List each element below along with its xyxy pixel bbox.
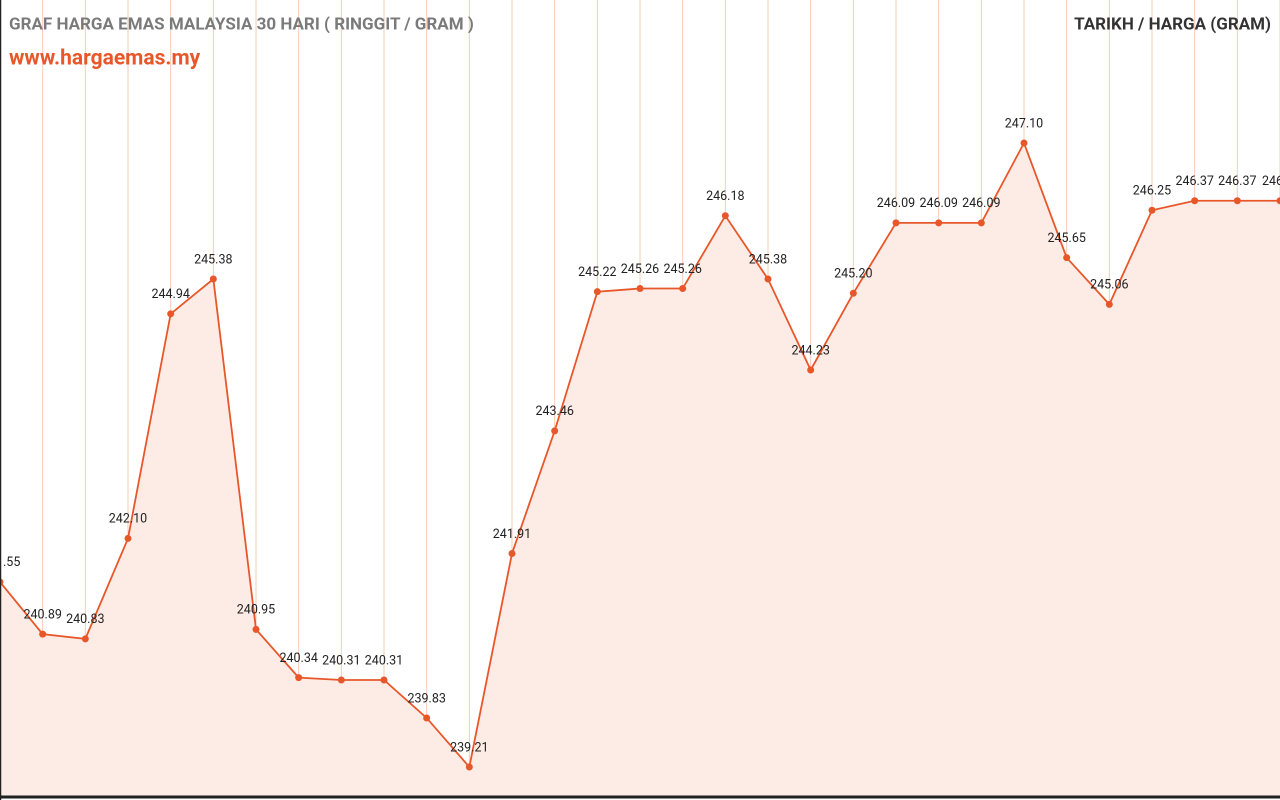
data-label: 246.09 (877, 196, 915, 211)
point (849, 289, 857, 297)
point (167, 310, 175, 318)
data-label: 245.26 (621, 262, 659, 277)
data-label: 245.38 (194, 252, 232, 267)
point (551, 427, 559, 435)
point (1191, 197, 1199, 205)
data-label: 246 (1262, 174, 1280, 189)
data-label: 241.91 (493, 527, 531, 542)
point (252, 625, 260, 633)
point (209, 275, 217, 283)
point (337, 676, 345, 684)
data-label: 244.23 (791, 343, 829, 358)
point (423, 714, 431, 722)
data-label: 246.09 (919, 196, 957, 211)
point (1063, 254, 1071, 262)
point (764, 275, 772, 283)
data-label: 245.38 (749, 252, 787, 267)
point (636, 285, 644, 293)
data-label: 246.37 (1175, 174, 1213, 189)
data-label: 245.20 (834, 267, 872, 282)
point (1020, 139, 1028, 147)
data-label: 240.34 (279, 651, 317, 666)
data-label: 240.31 (365, 653, 403, 668)
data-label: 247.10 (1005, 116, 1043, 131)
point (508, 549, 516, 557)
data-label: 246.18 (706, 189, 744, 204)
legend-title: TARIKH / HARGA (GRAM) (1074, 14, 1271, 34)
point (465, 763, 473, 771)
point (1276, 197, 1280, 205)
point (39, 630, 47, 638)
point (295, 674, 303, 682)
data-label: 242.10 (109, 512, 147, 527)
point (593, 288, 601, 296)
point (1105, 300, 1113, 308)
data-label: 244.94 (151, 287, 189, 302)
data-label: 240.95 (237, 603, 275, 618)
data-label: 239.21 (450, 740, 488, 755)
area-fill (0, 143, 1280, 797)
point (935, 219, 943, 227)
data-label: 240.83 (66, 612, 104, 627)
data-label: 245.06 (1090, 278, 1128, 293)
data-label: 245.22 (578, 265, 616, 280)
point (721, 212, 729, 220)
point (124, 534, 132, 542)
data-label: 246.25 (1133, 184, 1171, 199)
data-label: 245.26 (663, 262, 701, 277)
data-label: 240.89 (23, 607, 61, 622)
data-label: 246.09 (962, 196, 1000, 211)
point (807, 366, 815, 374)
point (679, 285, 687, 293)
data-label: 243.46 (535, 404, 573, 419)
data-label: 246.37 (1218, 174, 1256, 189)
data-label: 239.83 (407, 691, 445, 706)
chart-title: GRAF HARGA EMAS MALAYSIA 30 HARI ( RINGG… (9, 14, 474, 34)
point (977, 219, 985, 227)
point (81, 635, 89, 643)
data-label: .55 (3, 555, 20, 570)
data-label: 245.65 (1047, 231, 1085, 246)
chart-subtitle: www.hargaemas.my (9, 47, 201, 71)
point (380, 676, 388, 684)
point (1148, 206, 1156, 214)
data-label: 240.31 (322, 653, 360, 668)
point (892, 219, 900, 227)
point (1233, 197, 1241, 205)
